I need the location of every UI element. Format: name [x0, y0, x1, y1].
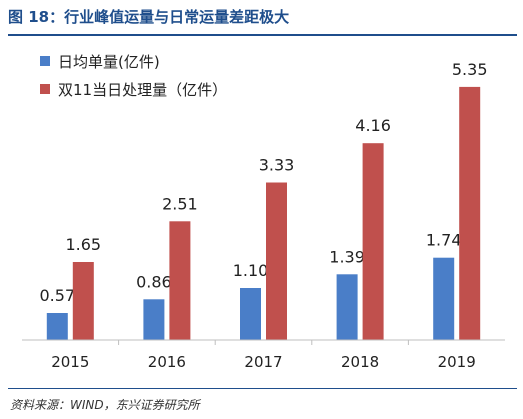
- bar-daily-2019: [433, 257, 455, 340]
- x-tick-label-2017: 2017: [244, 353, 282, 371]
- value-label-daily-2016: 0.86: [136, 272, 172, 291]
- value-label-double11-2018: 4.16: [355, 116, 391, 135]
- bar-double11-2018: [362, 143, 384, 340]
- figure-title: 图 18：行业峰值运量与日常运量差距极大: [8, 8, 290, 26]
- bar-double11-2019: [459, 86, 481, 341]
- legend-swatch-daily: [40, 56, 50, 66]
- value-label-double11-2015: 1.65: [65, 235, 101, 254]
- title-rule: [8, 34, 517, 36]
- source-note: 资料来源：WIND，东兴证券研究所: [10, 398, 200, 412]
- bar-daily-2015: [46, 313, 68, 340]
- value-label-double11-2019: 5.35: [452, 60, 488, 79]
- bar-double11-2017: [266, 182, 287, 340]
- bars-group: 0.57 1.65 0.86 2.51 1.10 3.33 1.39 4.16 1.74 5.35: [39, 60, 488, 341]
- legend-swatch-double11: [40, 84, 50, 94]
- x-tick-label-2016: 2016: [148, 353, 186, 371]
- x-ticks-group: 2015 2016 2017 2018 2019: [51, 340, 476, 371]
- bottom-rule: [8, 388, 517, 389]
- bar-double11-2015: [72, 262, 94, 340]
- bar-daily-2016: [143, 299, 165, 340]
- legend-label-double11: 双11当日处理量（亿件）: [58, 81, 227, 99]
- legend: 日均单量(亿件) 双11当日处理量（亿件）: [40, 53, 227, 99]
- x-tick-label-2019: 2019: [438, 353, 476, 371]
- bar-chart: 日均单量(亿件) 双11当日处理量（亿件） 0.57 1.65 0.86 2.51 1.…: [22, 53, 505, 371]
- bar-daily-2018: [336, 274, 358, 340]
- x-tick-label-2015: 2015: [51, 353, 89, 371]
- x-tick-label-2018: 2018: [341, 353, 379, 371]
- value-label-double11-2016: 2.51: [162, 194, 198, 213]
- legend-label-daily: 日均单量(亿件): [58, 53, 160, 71]
- value-label-double11-2017: 3.33: [259, 156, 295, 175]
- value-label-daily-2015: 0.57: [39, 286, 75, 305]
- value-label-daily-2019: 1.74: [426, 231, 462, 250]
- bar-double11-2016: [169, 221, 191, 340]
- bar-daily-2017: [240, 288, 261, 340]
- value-label-daily-2018: 1.39: [329, 247, 365, 266]
- value-label-daily-2017: 1.10: [233, 261, 269, 280]
